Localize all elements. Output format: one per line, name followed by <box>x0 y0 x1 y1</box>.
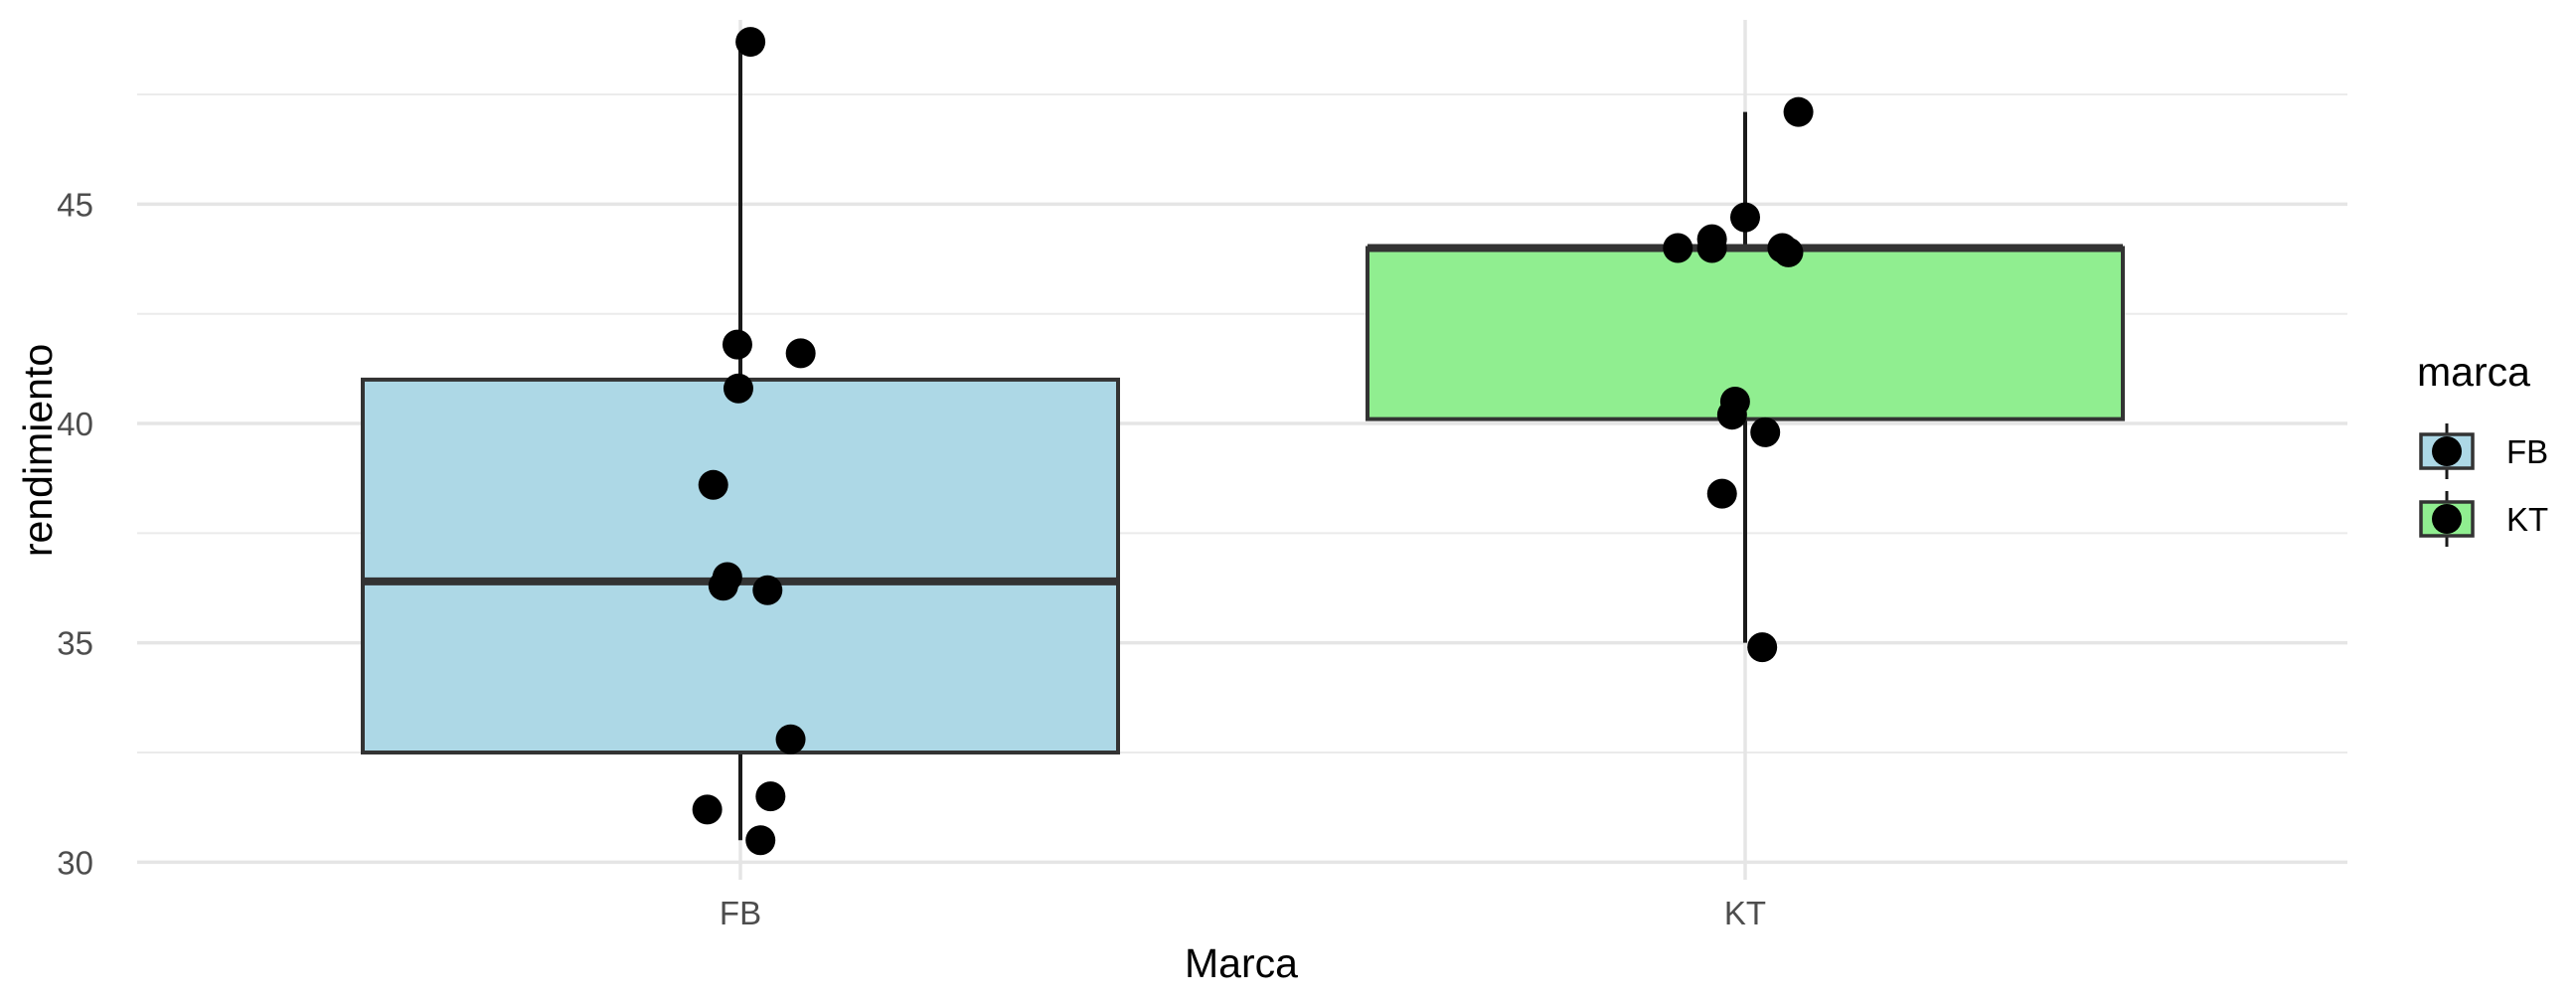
data-point <box>1716 400 1747 430</box>
legend-key-point <box>2432 504 2462 534</box>
data-point <box>1663 233 1693 263</box>
data-point <box>692 794 723 825</box>
data-point <box>755 781 786 812</box>
box-body <box>361 377 1120 755</box>
legend-item-kt: KT <box>2419 491 2548 547</box>
data-points <box>692 27 1814 856</box>
data-point <box>708 571 738 601</box>
legend: marca FB KT <box>2417 349 2548 547</box>
data-point <box>1747 632 1778 663</box>
x-axis-ticks: FB KT <box>720 895 1766 931</box>
data-point <box>1783 96 1814 127</box>
x-tick-label: KT <box>1724 895 1766 931</box>
x-axis-title: Marca <box>1185 940 1298 986</box>
boxplot-kt <box>1366 111 2125 643</box>
legend-key-point <box>2432 436 2462 466</box>
data-point <box>745 825 776 856</box>
data-point <box>1706 478 1737 509</box>
y-tick-label: 30 <box>57 844 93 881</box>
data-point <box>785 338 816 369</box>
legend-item-fb: FB <box>2419 423 2548 479</box>
data-point <box>1773 237 1804 267</box>
data-point <box>1750 417 1781 447</box>
data-point <box>698 469 728 500</box>
y-axis-title: rendimiento <box>15 344 61 557</box>
legend-title: marca <box>2417 349 2530 395</box>
y-tick-label: 45 <box>57 186 93 223</box>
x-tick-label: FB <box>720 895 761 931</box>
data-point <box>1696 233 1727 263</box>
data-point <box>1730 202 1760 233</box>
legend-label: FB <box>2506 433 2548 470</box>
y-axis-ticks: 30 35 40 45 <box>57 186 93 881</box>
y-tick-label: 40 <box>57 406 93 442</box>
data-point <box>775 724 806 754</box>
data-point <box>723 373 753 404</box>
data-point <box>752 575 783 605</box>
legend-label: KT <box>2506 501 2548 538</box>
data-point <box>722 329 752 360</box>
data-point <box>735 27 766 58</box>
boxplots <box>361 42 2125 841</box>
y-tick-label: 35 <box>57 625 93 662</box>
boxplot-fb <box>361 42 1120 841</box>
